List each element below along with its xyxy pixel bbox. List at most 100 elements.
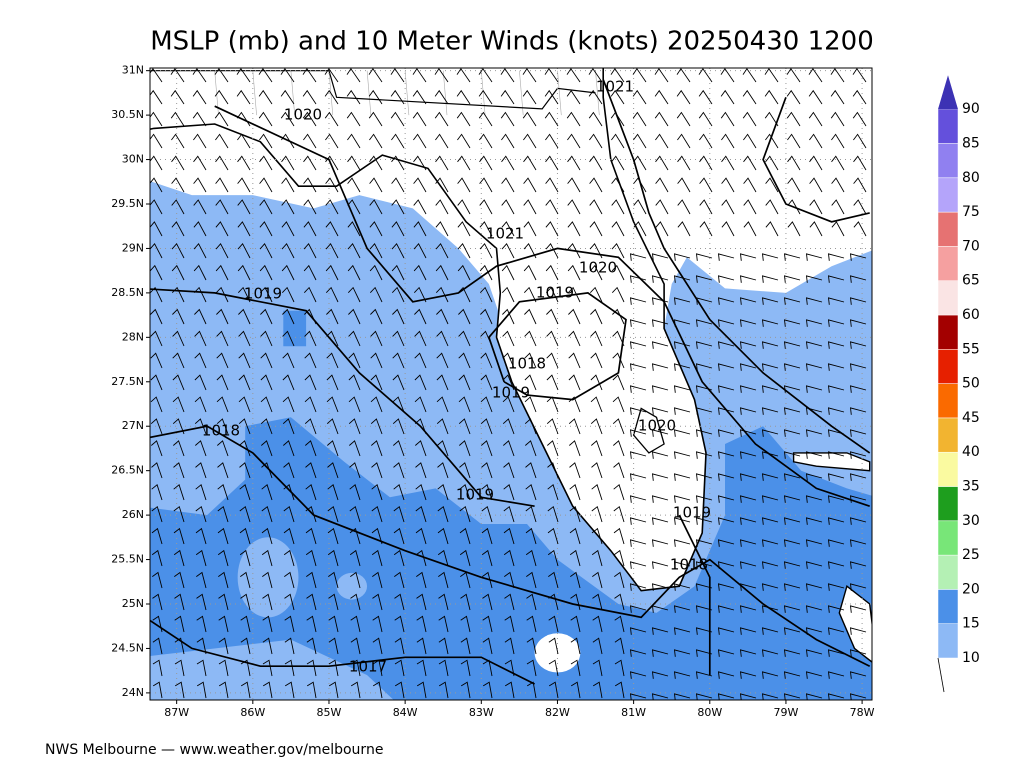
wind-barb: [392, 330, 405, 347]
wind-barb: [717, 693, 735, 700]
wind-barb: [171, 133, 185, 149]
wind-barb: [849, 561, 867, 569]
wind-barb: [827, 341, 845, 349]
wind-barb: [174, 615, 185, 633]
wind-barb: [478, 68, 493, 83]
wind-barb: [413, 221, 427, 237]
title: MSLP (mb) and 10 Meter Winds (knots) 202…: [150, 27, 874, 57]
wind-barb: [612, 330, 625, 347]
wind-barb: [695, 451, 713, 459]
wind-barb: [590, 308, 603, 325]
wind-barb: [171, 199, 185, 215]
wind-barb: [805, 561, 823, 569]
wind-barb: [350, 637, 361, 655]
wind-barb: [438, 637, 449, 655]
wind-barb: [214, 89, 229, 105]
wind-barb: [849, 583, 867, 591]
wind-barb: [699, 177, 713, 193]
wind-barb: [809, 221, 823, 237]
wind-barb: [827, 693, 845, 700]
wind-barb: [629, 385, 647, 393]
wind-barb: [281, 286, 295, 303]
wind-barb: [238, 374, 251, 391]
wind-barb: [262, 593, 273, 611]
wind-barb: [787, 177, 801, 193]
wind-barb: [523, 177, 537, 193]
wind-barb: [457, 133, 471, 149]
colorbar-label: 85: [962, 136, 980, 152]
wind-barb: [261, 484, 273, 501]
wind-barb: [589, 155, 603, 171]
wind-barb: [613, 440, 625, 457]
wind-barb: [677, 133, 691, 149]
wind-barb: [761, 671, 779, 679]
wind-barb: [590, 396, 603, 413]
wind-barb: [827, 297, 845, 305]
wind-barb: [739, 561, 757, 569]
wind-barb: [783, 363, 801, 371]
wind-barb: [805, 385, 823, 393]
wind-barb: [193, 221, 207, 237]
isobar: [678, 514, 711, 676]
wind-barb: [414, 396, 427, 413]
wind-barb: [502, 418, 515, 435]
wind-barb: [629, 649, 647, 657]
wind-barb: [481, 549, 493, 567]
wind-barb: [350, 593, 361, 611]
wind-barb: [526, 637, 537, 655]
x-tick-label: 81W: [621, 706, 646, 719]
wind-barb: [805, 649, 823, 657]
colorbar-label: 40: [962, 444, 980, 460]
wind-barb: [261, 440, 273, 457]
wind-barb: [283, 440, 295, 457]
wind-barb: [152, 681, 163, 699]
wind-barb: [171, 177, 185, 193]
wind-barb: [629, 451, 647, 459]
wind-barb: [655, 155, 669, 171]
wind-barb: [695, 649, 713, 657]
wind-barb: [415, 527, 427, 545]
wind-barb: [216, 374, 229, 391]
wind-barb: [194, 330, 207, 347]
wind-barb: [349, 484, 361, 501]
wind-barb: [853, 199, 867, 215]
wind-barb: [459, 462, 471, 479]
wind-barb: [283, 484, 295, 501]
isobar: [487, 292, 627, 401]
wind-barb: [654, 89, 669, 105]
wind-barb: [611, 199, 625, 215]
wind-barb: [739, 429, 757, 437]
wind-barb: [629, 341, 647, 349]
wind-barb: [761, 451, 779, 459]
wind-barb: [324, 89, 339, 105]
wind-barb: [459, 527, 471, 545]
wind-barb: [827, 451, 845, 459]
wind-barb: [392, 418, 405, 435]
wind-barb: [651, 451, 669, 459]
wind-barb: [283, 505, 295, 523]
wind-barb: [328, 571, 339, 589]
wind-barb: [629, 561, 647, 569]
wind-barb: [614, 593, 625, 611]
wind-barb: [783, 429, 801, 437]
colorbar-box: [937, 589, 959, 624]
wind-barb: [152, 659, 163, 677]
wind-barb: [783, 297, 801, 305]
wind-barb: [172, 330, 185, 347]
wind-barb: [827, 253, 845, 261]
wind-barb: [283, 462, 295, 479]
wind-barb: [218, 659, 229, 677]
wind-barb: [677, 155, 691, 171]
wind-barb: [739, 275, 757, 283]
wind-barb: [830, 68, 845, 83]
wind-barb: [501, 243, 515, 259]
wind-barb: [281, 199, 295, 215]
contour-label: 1021: [596, 78, 634, 96]
wind-barb: [761, 363, 779, 371]
wind-barb: [369, 264, 383, 281]
wind-barb: [282, 374, 295, 391]
wind-barb: [282, 308, 295, 325]
wind-barb: [480, 308, 493, 325]
colorbar-label: 10: [962, 650, 980, 666]
